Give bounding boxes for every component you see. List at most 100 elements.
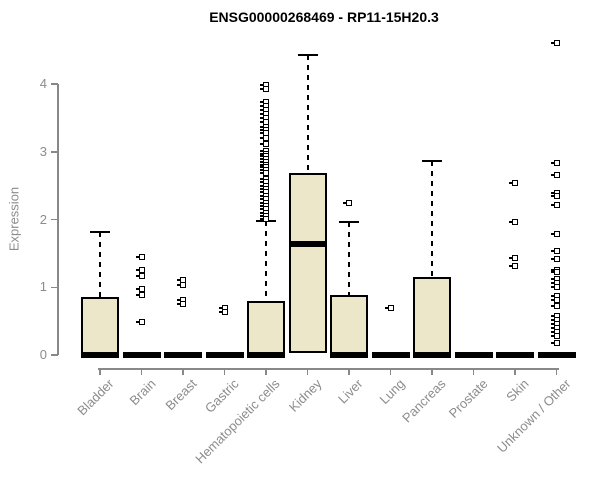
x-tick-label: Pancreas xyxy=(399,376,449,426)
outlier-point xyxy=(553,303,560,310)
outlier-tick xyxy=(550,295,554,298)
outlier-tick xyxy=(260,112,263,115)
median-line xyxy=(496,352,534,358)
outlier-point xyxy=(512,255,518,262)
outlier-tick xyxy=(177,299,180,302)
outlier-tick xyxy=(550,341,554,344)
outlier-tick xyxy=(550,161,554,164)
outlier-tick xyxy=(260,155,263,158)
x-tick xyxy=(265,368,267,375)
outlier-point xyxy=(553,284,560,291)
outlier-tick xyxy=(550,268,554,271)
x-tick-label: Lung xyxy=(376,376,408,408)
outlier-tick xyxy=(509,181,512,184)
chart-title: ENSG00000268469 - RP11-15H20.3 xyxy=(209,9,439,25)
outlier-tick xyxy=(509,220,512,223)
outlier-tick xyxy=(343,202,346,205)
outlier-point xyxy=(553,333,560,340)
y-tick-label: 0 xyxy=(39,347,47,362)
outlier-point xyxy=(263,140,269,147)
outlier-tick xyxy=(550,194,554,197)
outlier-point xyxy=(138,253,145,260)
outlier-tick xyxy=(260,129,263,132)
outlier-tick xyxy=(260,150,263,153)
box-bladder xyxy=(81,297,119,355)
x-tick xyxy=(223,368,226,375)
outlier-tick xyxy=(550,250,554,253)
box-hematopoietic-cells xyxy=(247,301,285,355)
x-tick xyxy=(306,368,309,375)
x-tick xyxy=(555,368,558,375)
whisker-line xyxy=(306,54,309,174)
outlier-tick xyxy=(550,335,554,338)
outlier-tick xyxy=(260,87,263,90)
x-tick-label: Skin xyxy=(503,376,532,405)
outlier-tick xyxy=(550,282,554,285)
outlier-tick xyxy=(550,257,554,260)
outlier-tick xyxy=(550,173,554,176)
outlier-tick xyxy=(260,198,263,201)
median-line xyxy=(247,352,285,358)
outlier-tick xyxy=(260,142,263,145)
outlier-point xyxy=(180,300,186,307)
outlier-point xyxy=(553,159,560,166)
outlier-tick xyxy=(260,116,263,119)
outlier-tick xyxy=(550,232,554,235)
outlier-tick xyxy=(260,160,263,163)
whisker-cap xyxy=(422,160,442,163)
outlier-tick xyxy=(177,284,180,287)
x-axis xyxy=(98,368,559,370)
outlier-tick xyxy=(550,299,554,302)
y-tick xyxy=(51,151,58,153)
median-line xyxy=(330,352,368,358)
outlier-tick xyxy=(135,274,139,277)
outlier-point xyxy=(263,134,269,141)
x-tick xyxy=(514,368,516,375)
outlier-point xyxy=(553,40,560,47)
outlier-point xyxy=(553,248,560,255)
outlier-tick xyxy=(550,318,554,321)
median-line xyxy=(81,352,119,358)
outlier-point xyxy=(138,292,145,299)
outlier-tick xyxy=(509,265,512,268)
outlier-point xyxy=(512,218,518,225)
whisker-line xyxy=(348,222,350,296)
outlier-point xyxy=(553,171,560,178)
x-tick xyxy=(182,368,184,375)
outlier-tick xyxy=(260,158,263,161)
outlier-tick xyxy=(550,286,554,289)
y-tick xyxy=(51,354,58,356)
whisker-line xyxy=(265,220,267,302)
outlier-tick xyxy=(260,217,263,220)
outlier-tick xyxy=(135,294,139,297)
outlier-tick xyxy=(260,166,263,169)
x-tick-label: Gastric xyxy=(201,376,242,416)
outlier-tick xyxy=(260,132,263,135)
outlier-point xyxy=(138,286,145,293)
outlier-point xyxy=(387,305,394,312)
outlier-point xyxy=(553,297,560,304)
outlier-tick xyxy=(135,255,139,258)
outlier-point xyxy=(553,269,560,276)
outlier-point xyxy=(138,319,145,326)
x-tick-label: Prostate xyxy=(445,376,491,421)
outlier-point xyxy=(346,200,352,207)
median-line xyxy=(371,352,410,358)
outlier-point xyxy=(553,339,560,346)
outlier-tick xyxy=(260,211,263,214)
median-line xyxy=(537,352,576,358)
whisker-cap xyxy=(90,230,110,233)
outlier-tick xyxy=(177,278,180,281)
outlier-point xyxy=(263,169,269,176)
outlier-tick xyxy=(550,42,554,45)
x-tick xyxy=(348,368,350,375)
x-tick xyxy=(140,368,143,375)
outlier-tick xyxy=(260,188,263,190)
whisker-line xyxy=(99,231,101,298)
outlier-tick xyxy=(550,322,554,325)
y-tick xyxy=(51,286,58,288)
x-tick-label: Liver xyxy=(335,376,366,407)
outlier-tick xyxy=(260,152,263,155)
outlier-tick xyxy=(260,100,263,103)
outlier-tick xyxy=(550,192,554,195)
